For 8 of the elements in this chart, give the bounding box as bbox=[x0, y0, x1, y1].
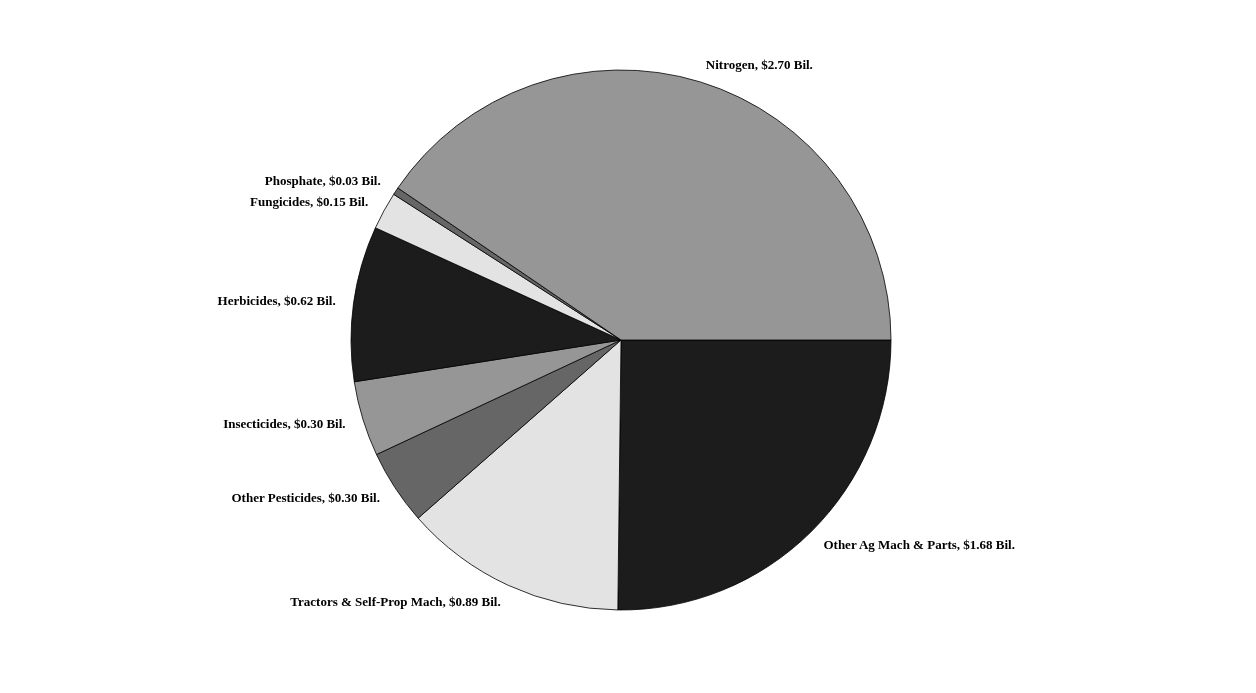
slice-label: Other Ag Mach & Parts, $1.68 Bil. bbox=[823, 536, 1015, 552]
slice-label: Nitrogen, $2.70 Bil. bbox=[705, 56, 813, 72]
slice-label: Phosphate, $0.03 Bil. bbox=[264, 173, 381, 189]
slice-label: Other Pesticides, $0.30 Bil. bbox=[231, 489, 380, 505]
slice-label: Insecticides, $0.30 Bil. bbox=[223, 416, 346, 432]
slice-label: Tractors & Self-Prop Mach, $0.89 Bil. bbox=[290, 593, 501, 609]
slice-label: Herbicides, $0.62 Bil. bbox=[217, 292, 336, 308]
slice-label: Fungicides, $0.15 Bil. bbox=[250, 194, 369, 210]
